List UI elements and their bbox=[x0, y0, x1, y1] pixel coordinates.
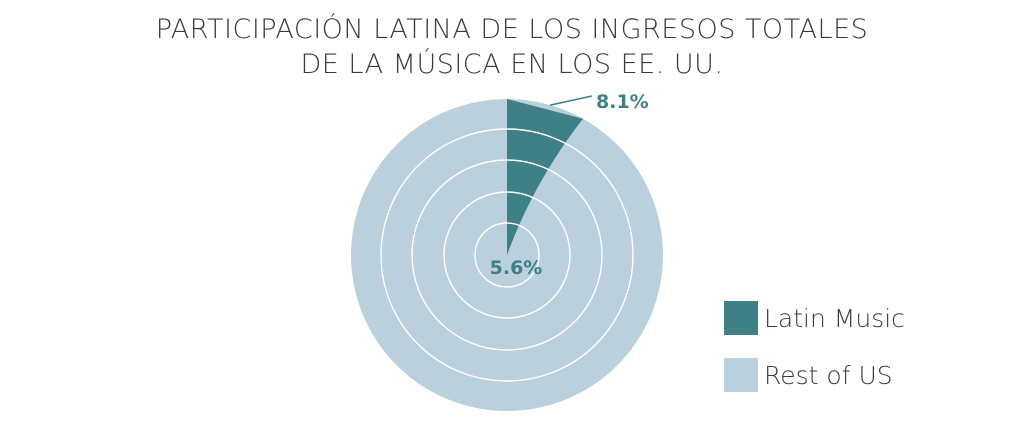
ring-separator-1 bbox=[474, 222, 540, 288]
legend-swatch-latin-music bbox=[724, 301, 758, 335]
legend-label-rest-of-us: Rest of US bbox=[764, 360, 893, 390]
legend-swatch-rest-of-us bbox=[724, 358, 758, 392]
chart-title-line-2: DE LA MÚSICA EN LOS EE. UU. bbox=[300, 49, 724, 80]
legend-item-latin-music: Latin Music bbox=[724, 298, 905, 338]
ring-separator-3 bbox=[411, 159, 603, 351]
latin-music-wedge bbox=[507, 99, 584, 255]
ring-separator-4 bbox=[380, 128, 634, 382]
latin-share-inner-label: 5.6% bbox=[490, 257, 543, 279]
chart-title: PARTICIPACIÓN LATINA DE LOS INGRESOS TOT… bbox=[0, 12, 1024, 82]
chart-title-line-1: PARTICIPACIÓN LATINA DE LOS INGRESOS TOT… bbox=[155, 14, 869, 45]
annotation-leader-line bbox=[549, 95, 593, 106]
ring-separators bbox=[380, 128, 634, 382]
legend-label-latin-music: Latin Music bbox=[764, 303, 905, 333]
ring-separator-2 bbox=[443, 191, 571, 319]
latin-share-outer-label: 8.1% bbox=[596, 91, 649, 113]
latin-music-wedges bbox=[507, 99, 584, 255]
legend-item-rest-of-us: Rest of US bbox=[724, 355, 905, 395]
chart-legend: Latin Music Rest of US bbox=[724, 298, 905, 412]
